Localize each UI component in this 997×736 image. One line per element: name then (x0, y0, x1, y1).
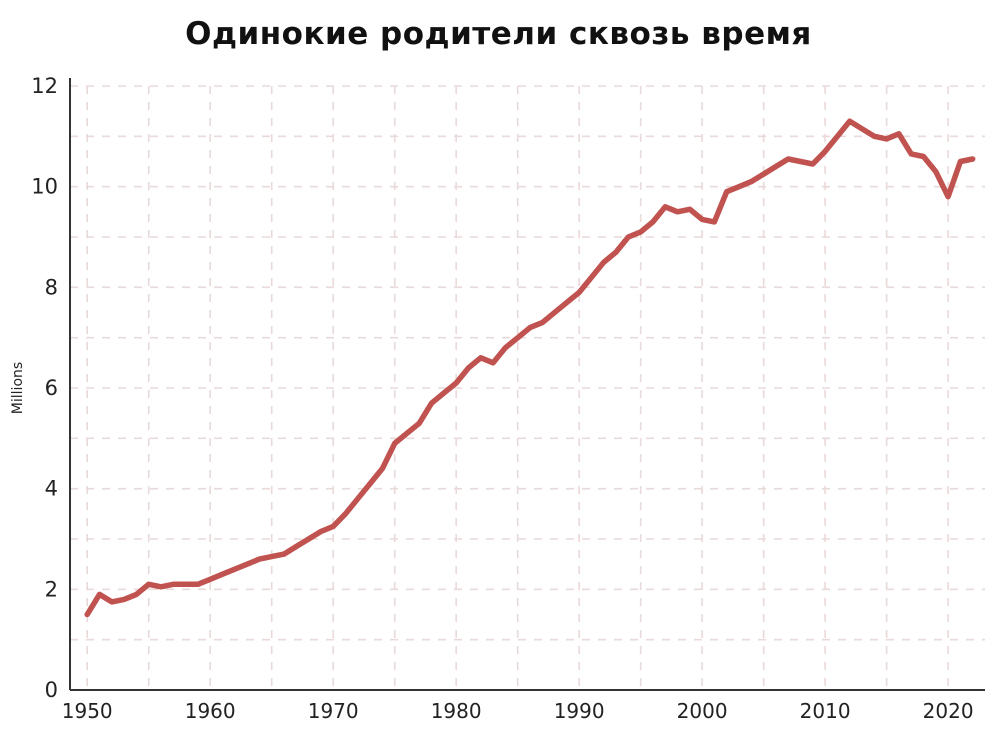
x-tick-label: 2020 (923, 699, 974, 723)
data-line-series (84, 118, 976, 618)
x-tick-label: 1990 (554, 699, 605, 723)
y-tick-label: 4 (45, 477, 58, 501)
x-tick-label: 1950 (62, 699, 113, 723)
chart-title: Одинокие родители сквозь время (185, 16, 812, 52)
y-tick-label: 10 (31, 175, 58, 199)
x-tick-label: 2000 (677, 699, 728, 723)
x-tick-label: 1980 (431, 699, 482, 723)
y-tick-label: 6 (45, 376, 58, 400)
y-tick-label: 0 (45, 678, 58, 702)
y-tick-label: 12 (31, 74, 58, 98)
y-tick-label: 2 (45, 577, 58, 601)
x-tick-label: 1970 (308, 699, 359, 723)
y-tick-label: 8 (45, 275, 58, 299)
x-tick-label: 1960 (185, 699, 236, 723)
y-axis-title: Millions (10, 362, 26, 414)
x-tick-label: 2010 (800, 699, 851, 723)
